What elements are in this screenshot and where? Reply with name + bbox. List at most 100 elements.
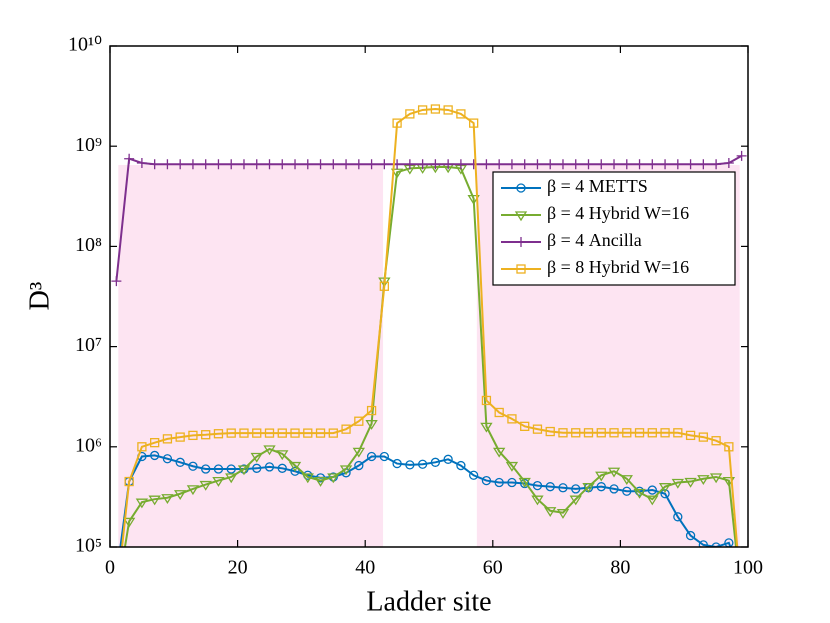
marker — [493, 447, 506, 458]
marker — [276, 450, 289, 461]
data-layer — [111, 104, 747, 603]
marker — [277, 159, 288, 170]
marker — [430, 159, 441, 170]
marker — [481, 395, 492, 406]
marker — [277, 428, 287, 438]
marker — [738, 595, 746, 603]
marker — [328, 428, 338, 438]
marker — [456, 460, 466, 471]
marker — [124, 153, 135, 164]
marker — [199, 480, 212, 491]
marker — [339, 465, 353, 476]
marker — [188, 430, 198, 441]
marker — [516, 237, 526, 247]
x-tick-label: 40 — [355, 557, 375, 579]
marker — [709, 473, 723, 484]
marker — [277, 463, 287, 473]
marker — [596, 159, 607, 170]
marker — [545, 159, 556, 170]
marker — [162, 454, 173, 464]
marker — [264, 159, 275, 170]
marker — [212, 476, 225, 487]
marker — [634, 428, 645, 438]
y-axis-label: D³ — [24, 282, 55, 311]
marker — [505, 461, 519, 472]
marker — [430, 457, 441, 467]
marker — [571, 428, 581, 438]
marker — [711, 542, 721, 547]
marker — [443, 159, 454, 170]
y-tick-label: 10⁸ — [75, 234, 102, 256]
marker — [122, 517, 136, 528]
marker — [609, 484, 619, 494]
marker — [303, 428, 313, 438]
marker — [609, 159, 620, 170]
marker — [646, 495, 659, 506]
marker — [264, 428, 275, 438]
marker — [405, 460, 415, 470]
marker — [658, 483, 672, 493]
marker — [161, 494, 174, 504]
marker — [366, 159, 377, 170]
marker — [354, 416, 364, 426]
marker — [736, 150, 747, 161]
marker — [609, 428, 619, 438]
x-tick-label: 100 — [733, 557, 763, 579]
x-tick-label: 20 — [228, 557, 248, 579]
marker — [698, 540, 708, 547]
marker — [213, 159, 224, 170]
marker — [468, 159, 479, 170]
marker — [481, 475, 492, 486]
marker — [647, 159, 658, 170]
marker — [531, 495, 544, 506]
marker — [711, 159, 722, 170]
marker — [226, 159, 237, 170]
marker — [263, 445, 276, 456]
marker — [647, 428, 657, 438]
marker — [162, 159, 173, 170]
marker — [188, 461, 198, 471]
marker — [596, 428, 606, 438]
marker — [467, 194, 480, 205]
marker — [392, 458, 402, 469]
marker — [545, 482, 555, 492]
marker — [237, 465, 251, 476]
marker — [137, 442, 147, 452]
marker — [569, 495, 582, 506]
marker — [660, 428, 670, 438]
marker — [469, 118, 479, 128]
marker — [672, 159, 683, 170]
marker — [697, 475, 710, 485]
marker — [660, 489, 670, 499]
marker — [150, 438, 160, 448]
marker — [290, 428, 300, 438]
marker — [315, 428, 326, 438]
marker — [516, 183, 526, 193]
marker — [124, 476, 134, 487]
marker — [174, 490, 187, 500]
marker — [225, 473, 238, 484]
legend-label: β = 8 Hybrid W=16 — [547, 257, 689, 277]
marker — [111, 276, 122, 287]
marker — [379, 281, 389, 291]
marker — [379, 159, 390, 170]
marker — [187, 159, 198, 170]
marker — [252, 463, 262, 473]
marker — [175, 159, 186, 170]
marker — [149, 159, 160, 170]
marker — [494, 407, 504, 418]
marker — [558, 483, 568, 493]
marker — [507, 477, 517, 488]
marker — [684, 477, 697, 488]
marker — [595, 471, 608, 482]
marker — [430, 104, 441, 114]
marker — [583, 159, 594, 170]
y-tick-label: 10¹⁰ — [68, 34, 102, 56]
y-tick-label: 10⁹ — [75, 134, 102, 156]
marker — [698, 432, 708, 442]
marker — [685, 159, 696, 170]
marker — [148, 495, 161, 506]
marker — [545, 426, 555, 437]
marker — [443, 454, 453, 464]
